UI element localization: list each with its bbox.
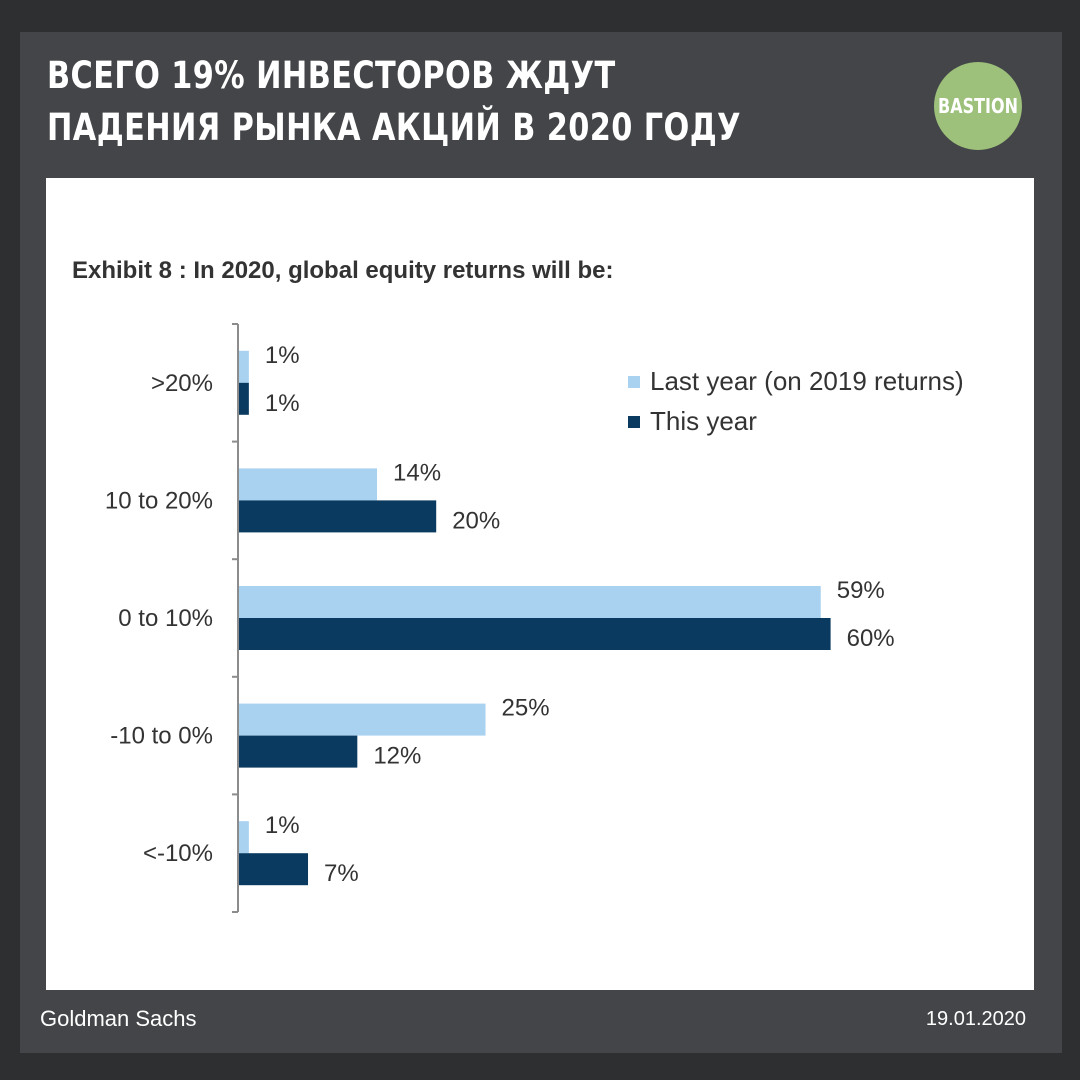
value-label: 60% xyxy=(847,625,895,652)
category-label: 10 to 20% xyxy=(105,487,213,514)
bar xyxy=(239,618,831,650)
bar xyxy=(239,853,309,886)
date-label: 19.01.2020 xyxy=(925,1008,1026,1030)
bar xyxy=(239,735,358,768)
category-label: <-10% xyxy=(143,840,213,867)
bar xyxy=(239,703,486,736)
category-label: -10 to 0% xyxy=(110,723,213,750)
headline: Всего 19% инвесторов ждут падения рынка … xyxy=(47,54,741,149)
chart-title: Exhibit 8 : In 2020, global equity retur… xyxy=(72,257,613,284)
bastion-logo: BASTION xyxy=(934,62,1022,150)
value-label: 20% xyxy=(452,507,500,534)
value-label: 7% xyxy=(324,860,359,887)
value-label: 1% xyxy=(265,812,300,839)
legend-swatch xyxy=(628,416,640,428)
bar xyxy=(239,500,437,533)
source-label: Goldman Sachs xyxy=(40,1006,197,1031)
value-label: 25% xyxy=(502,695,550,722)
bar xyxy=(239,350,249,383)
bar xyxy=(239,382,249,415)
value-label: 1% xyxy=(265,342,300,369)
category-label: >20% xyxy=(151,370,213,397)
bar xyxy=(239,586,821,618)
legend-label: This year xyxy=(650,406,757,436)
logo-text: BASTION xyxy=(938,94,1018,118)
value-label: 59% xyxy=(837,577,885,604)
legend-label: Last year (on 2019 returns) xyxy=(650,366,964,396)
bar-chart: Exhibit 8 : In 2020, global equity retur… xyxy=(72,257,964,913)
value-label: 14% xyxy=(393,459,441,486)
bar xyxy=(239,468,378,501)
value-label: 1% xyxy=(265,390,300,417)
bar xyxy=(239,821,249,854)
legend-swatch xyxy=(628,376,640,388)
category-label: 0 to 10% xyxy=(118,605,213,632)
chart-panel: Exhibit 8 : In 2020, global equity retur… xyxy=(46,178,1034,990)
value-label: 12% xyxy=(373,743,421,770)
